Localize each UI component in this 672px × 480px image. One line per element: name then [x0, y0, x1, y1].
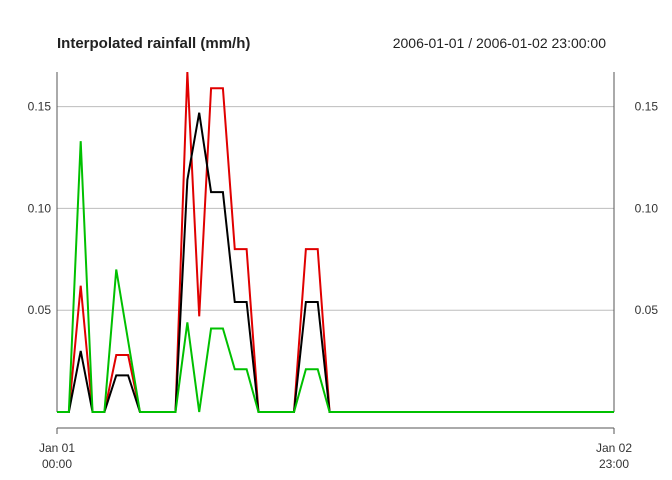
- y-tick-label-left: 0.10: [28, 201, 52, 215]
- y-tick-label-right: 0.05: [635, 303, 659, 317]
- x-tick-label-start-time: 00:00: [42, 457, 72, 471]
- y-tick-label-left: 0.15: [28, 100, 52, 114]
- grid-lines: [57, 106, 614, 311]
- x-tick-label-end-date: Jan 02: [596, 441, 632, 455]
- y-tick-label-right: 0.15: [635, 100, 659, 114]
- x-tick-label-start-date: Jan 01: [39, 441, 75, 455]
- chart-title: Interpolated rainfall (mm/h): [57, 35, 250, 52]
- y-axis-right: 0.05 0.10 0.15: [635, 100, 659, 318]
- series-line: [57, 71, 614, 413]
- y-tick-label-right: 0.10: [635, 201, 659, 215]
- y-axis-left: 0.05 0.10 0.15: [28, 100, 52, 318]
- series-line: [57, 112, 614, 413]
- x-tick-label-end-time: 23:00: [599, 457, 629, 471]
- y-tick-label-left: 0.05: [28, 303, 52, 317]
- chart-period: 2006-01-01 / 2006-01-02 23:00:00: [393, 35, 606, 51]
- series-line: [57, 141, 614, 413]
- series-lines: [57, 71, 614, 413]
